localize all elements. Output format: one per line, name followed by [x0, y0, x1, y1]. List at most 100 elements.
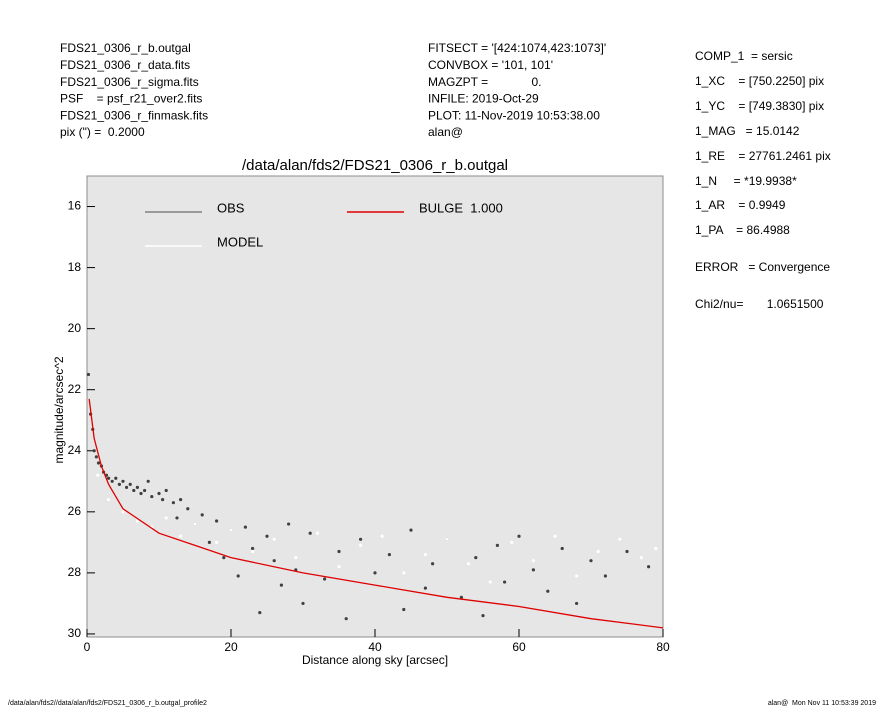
parameter-line: 1_RE = 27761.2461 pix — [695, 149, 831, 163]
data-point — [171, 501, 175, 505]
data-point — [258, 610, 262, 615]
data-point — [589, 559, 593, 563]
data-point — [114, 476, 118, 480]
data-point — [135, 519, 139, 523]
data-point — [423, 586, 427, 590]
x-tick-label: 20 — [224, 640, 238, 654]
data-point — [164, 516, 168, 520]
data-point — [654, 546, 658, 551]
data-point — [222, 556, 226, 560]
data-point — [575, 601, 579, 606]
parameter-line: 1_YC = [749.3830] pix — [695, 99, 824, 113]
data-point — [625, 549, 629, 554]
data-point — [150, 494, 154, 499]
data-point — [179, 534, 183, 538]
data-point — [387, 552, 391, 557]
data-point — [481, 614, 485, 618]
header-middle-line: MAGZPT = 0. — [428, 75, 541, 89]
data-point — [308, 531, 312, 535]
data-point — [128, 482, 132, 486]
data-point — [132, 488, 136, 493]
parameter-line: 1_PA = 86.4988 — [695, 223, 790, 237]
legend-label: MODEL — [217, 234, 263, 249]
data-point — [279, 583, 283, 587]
data-point — [125, 485, 129, 490]
header-middle-line: INFILE: 2019-Oct-29 — [428, 92, 539, 106]
data-point — [175, 516, 179, 520]
data-point — [560, 546, 564, 551]
x-tick-label: 60 — [512, 640, 526, 654]
data-point — [359, 537, 363, 541]
data-point — [92, 449, 96, 453]
data-point — [373, 571, 377, 575]
data-point — [193, 522, 197, 526]
data-point — [503, 580, 507, 584]
data-point — [94, 455, 98, 459]
data-point — [96, 473, 100, 477]
header-middle-line: FITSECT = '[424:1074,423:1073]' — [428, 41, 606, 55]
data-point — [146, 479, 150, 483]
data-point — [337, 565, 341, 569]
y-tick-label: 26 — [68, 504, 82, 518]
data-point — [251, 546, 255, 551]
data-point — [423, 552, 427, 557]
data-point — [139, 491, 143, 496]
legend-label: BULGE 1.000 — [419, 200, 503, 215]
data-point — [287, 522, 291, 526]
y-axis-label: magnitude/arcsec^2 — [52, 356, 66, 463]
data-point — [603, 574, 608, 578]
data-point — [553, 534, 557, 538]
model-line — [88, 398, 664, 629]
data-point — [107, 476, 111, 480]
data-point — [117, 482, 121, 486]
data-point — [96, 461, 101, 465]
data-point — [359, 543, 363, 548]
footer-left: /data/alan/fds2//data/alan/fds2/FDS21_03… — [8, 700, 207, 707]
data-point — [301, 601, 305, 606]
parameter-line: 1_XC = [750.2250] pix — [695, 74, 824, 88]
data-point — [315, 531, 319, 535]
data-point — [200, 513, 204, 517]
data-point — [157, 491, 161, 496]
parameter-line: COMP_1 = sersic — [695, 49, 793, 63]
plot-area — [86, 175, 664, 638]
x-tick-label: 0 — [84, 640, 91, 654]
header-left-line: pix (") = 0.2000 — [60, 125, 145, 139]
data-point — [639, 556, 644, 560]
y-tick-label: 20 — [68, 321, 82, 335]
data-point — [236, 574, 240, 578]
y-tick-label: 24 — [68, 443, 82, 457]
data-point — [618, 537, 622, 541]
data-point — [179, 498, 183, 502]
header-middle-line: CONVBOX = '101, 101' — [428, 58, 553, 72]
data-point — [488, 580, 492, 584]
data-point — [107, 498, 111, 502]
data-point — [459, 595, 463, 599]
data-point — [647, 565, 651, 569]
data-point — [215, 540, 219, 544]
parameter-line: 1_N = *19.9938* — [695, 174, 797, 188]
x-tick-label: 80 — [656, 640, 670, 654]
y-tick-label: 28 — [68, 565, 82, 579]
header-left-line: FDS21_0306_r_finmask.fits — [60, 108, 208, 122]
header-left-line: FDS21_0306_r_data.fits — [60, 58, 190, 72]
data-point — [323, 577, 327, 581]
data-point — [467, 562, 471, 566]
data-point — [596, 549, 600, 554]
data-point — [121, 510, 125, 514]
data-point — [531, 568, 536, 572]
data-point — [474, 556, 478, 560]
header-left-line: PSF = psf_r21_over2.fits — [60, 92, 202, 106]
y-tick-label: 18 — [68, 260, 82, 274]
data-point — [344, 617, 348, 621]
footer-right: alan@ Mon Nov 11 10:53:39 2019 — [768, 700, 876, 707]
data-point — [546, 589, 550, 593]
data-point — [161, 498, 165, 502]
data-point — [110, 479, 114, 483]
data-point — [445, 537, 449, 541]
data-point — [402, 571, 406, 575]
chart-title: /data/alan/fds2/FDS21_0306_r_b.outgal — [242, 157, 508, 174]
y-tick-label: 22 — [68, 382, 82, 396]
